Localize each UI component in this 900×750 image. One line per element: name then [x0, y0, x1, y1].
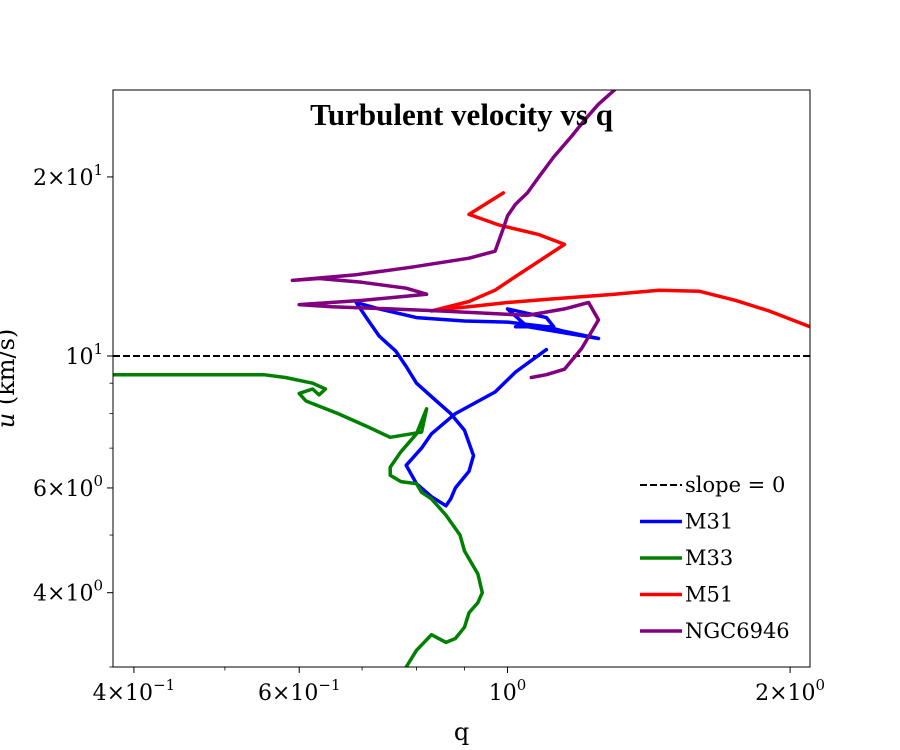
x-tick-label: 2×100 [755, 676, 825, 706]
x-tick-label: 4×10−1 [93, 676, 176, 706]
legend: slope = 0 M31 M33 M51 NGC6946 [640, 473, 790, 643]
legend-label-ngc6946: NGC6946 [685, 619, 790, 643]
legend-label-slope-0: slope = 0 [685, 473, 785, 497]
series-lines [113, 90, 810, 667]
series-line-m31 [354, 300, 601, 508]
y-tick-label: 2×101 [33, 161, 103, 191]
y-tick-label: 4×100 [33, 577, 103, 607]
y-axis: 4×100 6×100 101 2×101 [33, 161, 113, 668]
legend-label-m33: M33 [685, 546, 733, 570]
y-axis-label-symbol: u [0, 413, 20, 428]
series-line-ngc6946 [290, 90, 617, 380]
series-line-m51 [429, 191, 810, 329]
series-line-m33 [113, 372, 485, 667]
x-tick-label: 100 [489, 676, 527, 706]
y-tick-label: 6×100 [33, 472, 103, 502]
x-tick-label: 6×10−1 [258, 676, 341, 706]
x-axis-label: q [454, 718, 469, 746]
legend-label-m31: M31 [685, 510, 733, 534]
y-axis-label-unit: (km/s) [0, 329, 20, 413]
x-axis: 4×10−1 6×10−1 100 2×100 [93, 667, 825, 706]
chart-title: Turbulent velocity vs q [310, 97, 613, 132]
y-axis-label: u (km/s) [0, 329, 20, 429]
legend-label-m51: M51 [685, 583, 733, 607]
y-tick-label: 101 [65, 340, 103, 370]
plot-frame [112, 89, 811, 668]
